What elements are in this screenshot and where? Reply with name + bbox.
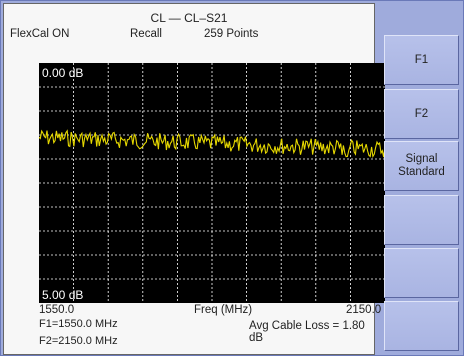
freq-start: 1550.0 [39,304,75,316]
softkey-blank-6[interactable] [384,301,459,351]
recall-status: Recall [130,28,162,40]
softkey-blank-4[interactable] [384,195,459,245]
cable-loss-trace [39,129,385,159]
freq-axis-label: Freq (MHz) [194,304,253,316]
trace-plot-svg [39,63,385,303]
softkey-f2[interactable]: F2 [384,89,459,139]
softkey-signal-standard[interactable]: Signal Standard [384,141,459,191]
trace-plot[interactable]: 0.00 dB 5.00 dB [39,63,385,303]
points-count: 259 Points [204,28,259,40]
softkey-f1[interactable]: F1 [384,35,459,85]
plot-top-scale: 0.00 dB [42,66,84,80]
softkey-panel: F1 F2 Signal Standard [380,1,464,357]
marker-f1: F1=1550.0 MHz [39,318,118,330]
measurement-title: CL — CL–S21 [150,11,228,25]
freq-stop: 2150.0 [346,304,382,316]
softkey-blank-5[interactable] [384,248,459,298]
marker-f2: F2=2150.0 MHz [39,335,118,347]
plot-bottom-scale: 5.00 dB [42,288,84,302]
measurement-screen: CL — CL–S21 FlexCal ON Recall 259 Points… [3,3,385,355]
flexcal-status: FlexCal ON [10,28,70,40]
avg-cable-loss: Avg Cable Loss = 1.80 dB [249,320,365,344]
